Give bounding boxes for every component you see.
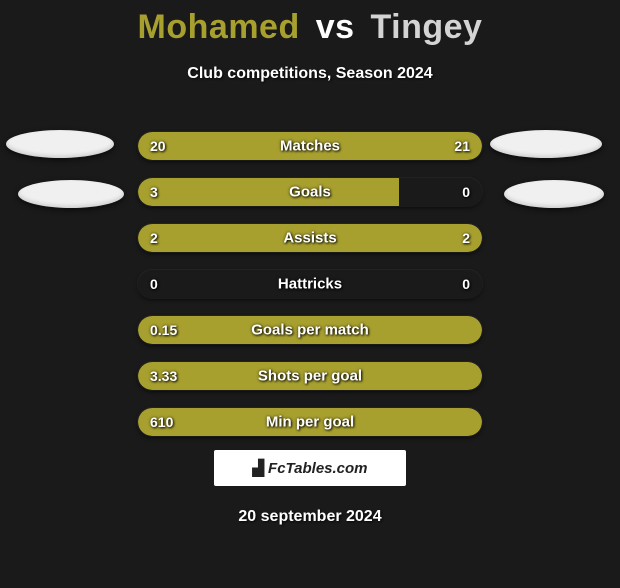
player-avatar-placeholder: [504, 180, 604, 208]
stat-left-value: 3: [150, 184, 158, 200]
logo-text: FcTables.com: [268, 460, 367, 477]
player-avatar-placeholder: [490, 130, 602, 158]
stat-left-value: 2: [150, 230, 158, 246]
bar-fill-left: [138, 178, 399, 206]
stat-row: 0 0 Hattricks: [138, 270, 482, 298]
stat-label: Assists: [283, 230, 336, 247]
stat-left-value: 20: [150, 138, 166, 154]
player-avatar-placeholder: [18, 180, 124, 208]
date-label: 20 september 2024: [238, 508, 381, 526]
stat-label: Hattricks: [278, 276, 342, 293]
player-right-name: Tingey: [370, 8, 482, 46]
stat-right-value: 0: [462, 184, 470, 200]
stat-label: Goals per match: [251, 322, 369, 339]
stat-row: 2 2 Assists: [138, 224, 482, 252]
stat-label: Shots per goal: [258, 368, 362, 385]
stat-label: Min per goal: [266, 414, 354, 431]
vs-separator: vs: [316, 8, 355, 46]
stat-row: 0.15 Goals per match: [138, 316, 482, 344]
stat-right-value: 2: [462, 230, 470, 246]
fctables-logo: ▟ FcTables.com: [214, 450, 406, 486]
subtitle: Club competitions, Season 2024: [0, 65, 620, 83]
stats-bars: 20 21 Matches 3 0 Goals 2 2 Assists 0 0 Hattricks 0.…: [138, 132, 482, 454]
comparison-title: Mohamed vs Tingey: [0, 8, 620, 47]
stat-row: 3 0 Goals: [138, 178, 482, 206]
chart-icon: ▟: [252, 459, 264, 477]
stat-left-value: 0: [150, 276, 158, 292]
stat-left-value: 3.33: [150, 368, 177, 384]
stat-right-value: 0: [462, 276, 470, 292]
stat-row: 20 21 Matches: [138, 132, 482, 160]
player-left-name: Mohamed: [138, 8, 300, 46]
stat-left-value: 0.15: [150, 322, 177, 338]
stat-left-value: 610: [150, 414, 173, 430]
stat-label: Goals: [289, 184, 331, 201]
stat-label: Matches: [280, 138, 340, 155]
stat-row: 3.33 Shots per goal: [138, 362, 482, 390]
stat-right-value: 21: [454, 138, 470, 154]
player-avatar-placeholder: [6, 130, 114, 158]
stat-row: 610 Min per goal: [138, 408, 482, 436]
